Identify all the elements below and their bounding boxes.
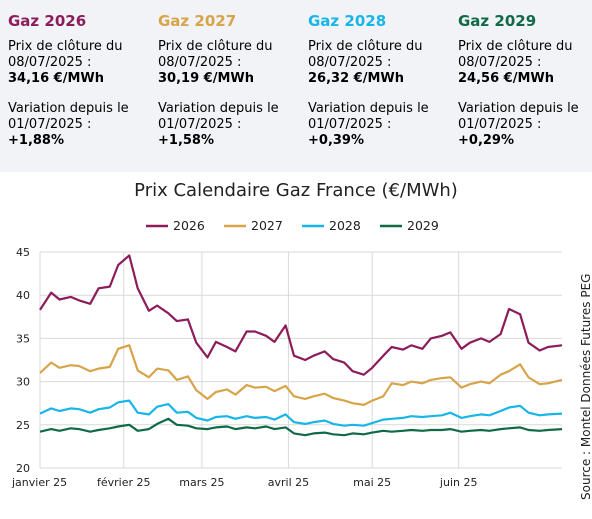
- variation-value: +0,39%: [308, 133, 364, 148]
- y-tick-label: 35: [16, 332, 30, 345]
- close-label: Prix de clôture du: [308, 39, 423, 54]
- y-tick-label: 25: [16, 419, 30, 432]
- x-axis-ticks: janvier 25 février 25 mars 25 avril 25 mai 2…: [11, 476, 477, 489]
- variation-label: Variation depuis le: [458, 101, 579, 116]
- legend-label-2027: 2027: [251, 218, 283, 233]
- chart-legend: 2026 2027 2028 2029: [146, 218, 439, 233]
- card-gaz-2027: Gaz 2027 Prix de clôture du 08/07/2025 :…: [158, 12, 308, 149]
- variation-label: Variation depuis le: [158, 101, 279, 116]
- x-tick-label: mai 25: [353, 476, 391, 489]
- card-title: Gaz 2026: [8, 12, 87, 30]
- close-value: 30,19 €/MWh: [158, 71, 254, 86]
- variation-date: 01/07/2025 :: [308, 117, 392, 132]
- x-tick-label: avril 25: [268, 476, 309, 489]
- variation-label: Variation depuis le: [308, 101, 429, 116]
- x-tick-label: mars 25: [179, 476, 224, 489]
- x-tick-label: janvier 25: [11, 476, 67, 489]
- y-axis-ticks: 20 25 30 35 40 45: [16, 246, 30, 475]
- close-label: Prix de clôture du: [158, 39, 273, 54]
- y-tick-label: 45: [16, 246, 30, 259]
- close-label: Prix de clôture du: [458, 39, 573, 54]
- close-date: 08/07/2025 :: [8, 55, 92, 70]
- card-gaz-2029: Gaz 2029 Prix de clôture du 08/07/2025 :…: [458, 12, 592, 149]
- card-title: Gaz 2028: [308, 12, 387, 30]
- series-line-2026: [39, 254, 563, 376]
- x-tick-label: juin 25: [439, 476, 478, 489]
- chart-gridlines: [39, 251, 562, 469]
- variation-label: Variation depuis le: [8, 101, 129, 116]
- close-date: 08/07/2025 :: [158, 55, 242, 70]
- close-value: 24,56 €/MWh: [458, 71, 554, 86]
- close-date: 08/07/2025 :: [458, 55, 542, 70]
- variation-value: +0,29%: [458, 133, 514, 148]
- card-gaz-2028: Gaz 2028 Prix de clôture du 08/07/2025 :…: [308, 12, 458, 149]
- variation-value: +1,58%: [158, 133, 214, 148]
- y-tick-label: 20: [16, 462, 30, 475]
- close-value: 26,32 €/MWh: [308, 71, 404, 86]
- series-line-2028: [39, 399, 563, 427]
- legend-label-2026: 2026: [173, 218, 205, 233]
- x-tick-label: février 25: [97, 476, 151, 489]
- series-line-2027: [39, 344, 563, 406]
- card-title: Gaz 2029: [458, 12, 537, 30]
- card-gaz-2026: Gaz 2026 Prix de clôture du 08/07/2025 :…: [8, 12, 158, 149]
- legend-label-2028: 2028: [329, 218, 361, 233]
- variation-date: 01/07/2025 :: [8, 117, 92, 132]
- source-note: Source : Montel Données Futures PEG: [579, 274, 592, 500]
- y-tick-label: 30: [16, 376, 30, 389]
- close-value: 34,16 €/MWh: [8, 71, 104, 86]
- series-line-2029: [39, 417, 563, 437]
- y-tick-label: 40: [16, 289, 30, 302]
- variation-value: +1,88%: [8, 133, 64, 148]
- summary-panel: Gaz 2026 Prix de clôture du 08/07/2025 :…: [0, 0, 592, 172]
- variation-date: 01/07/2025 :: [158, 117, 242, 132]
- chart-title: Prix Calendaire Gaz France (€/MWh): [134, 180, 458, 201]
- variation-date: 01/07/2025 :: [458, 117, 542, 132]
- close-label: Prix de clôture du: [8, 39, 123, 54]
- series-lines: [39, 254, 563, 437]
- legend-label-2029: 2029: [407, 218, 439, 233]
- close-date: 08/07/2025 :: [308, 55, 392, 70]
- card-title: Gaz 2027: [158, 12, 237, 30]
